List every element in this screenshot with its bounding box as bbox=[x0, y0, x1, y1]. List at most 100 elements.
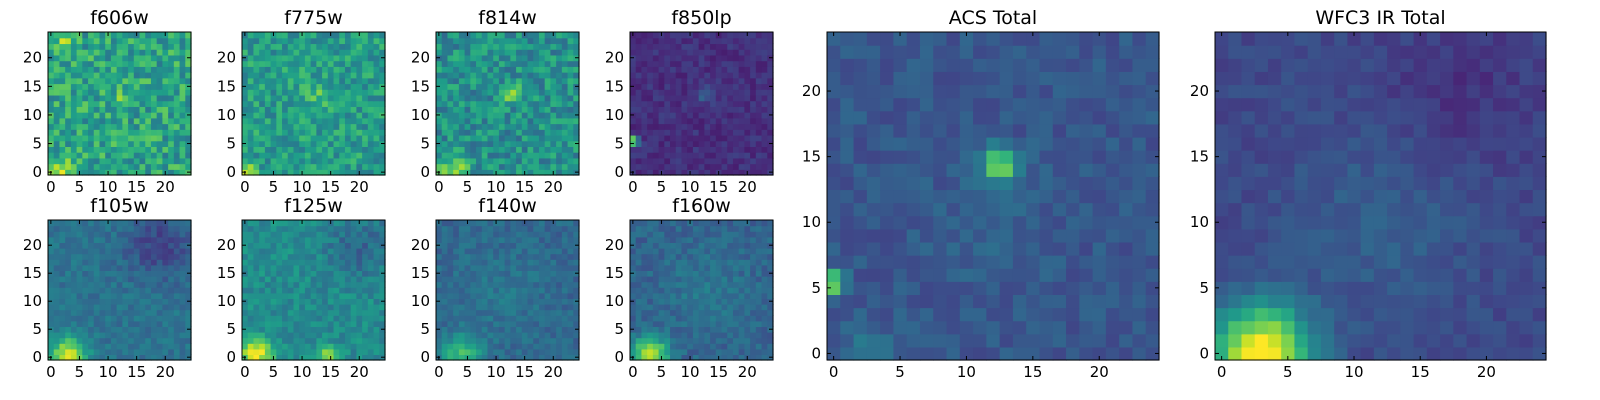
x-tick-label: 0 bbox=[434, 178, 444, 196]
heatmap-cell bbox=[162, 163, 169, 170]
heatmap-cell bbox=[715, 152, 723, 159]
heatmap-cell bbox=[727, 337, 734, 344]
heatmap-cell bbox=[162, 315, 169, 322]
heatmap-cell bbox=[299, 231, 306, 238]
heatmap-cell bbox=[270, 43, 277, 50]
heatmap-cell bbox=[704, 117, 711, 125]
heatmap-cell bbox=[670, 163, 677, 170]
heatmap-cell bbox=[664, 117, 671, 125]
heatmap-cell bbox=[738, 309, 745, 316]
heatmap-cell bbox=[755, 112, 763, 119]
heatmap-cell bbox=[727, 72, 734, 79]
heatmap-cell bbox=[327, 152, 335, 159]
heatmap-cell bbox=[133, 281, 141, 288]
heatmap-cell bbox=[82, 298, 89, 305]
heatmap-cell bbox=[476, 83, 483, 90]
heatmap-cell bbox=[333, 320, 340, 327]
heatmap-cell bbox=[664, 281, 671, 288]
heatmap-cell bbox=[185, 146, 192, 153]
heatmap-cell bbox=[259, 276, 266, 283]
heatmap-cell bbox=[510, 270, 517, 277]
heatmap-cell bbox=[264, 163, 272, 170]
heatmap-cell bbox=[128, 94, 135, 102]
heatmap-cell bbox=[504, 83, 511, 90]
heatmap-cell bbox=[681, 94, 688, 102]
heatmap-cell bbox=[110, 287, 118, 294]
heatmap-cell bbox=[487, 54, 494, 62]
heatmap-cell bbox=[282, 112, 289, 119]
heatmap-cell bbox=[293, 332, 300, 339]
heatmap-cell bbox=[93, 37, 101, 45]
heatmap-cell bbox=[556, 89, 563, 96]
heatmap-cell bbox=[732, 37, 740, 45]
heatmap-cell bbox=[573, 231, 580, 238]
heatmap-cell bbox=[367, 54, 375, 62]
heatmap-cell bbox=[567, 253, 574, 260]
heatmap-cell bbox=[458, 320, 466, 327]
heatmap-cell bbox=[533, 354, 540, 361]
heatmap-cell bbox=[493, 248, 500, 255]
heatmap-cell bbox=[316, 326, 323, 333]
heatmap-cell bbox=[122, 100, 129, 107]
heatmap-cell bbox=[533, 32, 540, 39]
heatmap-cell bbox=[664, 123, 671, 130]
heatmap-cell bbox=[721, 129, 728, 136]
heatmap-cell bbox=[122, 276, 129, 283]
heatmap-cell bbox=[538, 77, 546, 85]
heatmap-cell bbox=[681, 326, 688, 333]
heatmap-cell bbox=[356, 66, 363, 73]
heatmap-cell bbox=[715, 292, 723, 299]
heatmap-cell bbox=[458, 248, 466, 255]
heatmap-cell bbox=[436, 117, 443, 125]
heatmap-cell bbox=[156, 231, 163, 238]
heatmap-cell bbox=[481, 66, 489, 73]
heatmap-cell bbox=[510, 236, 517, 243]
heatmap-cell bbox=[253, 83, 260, 90]
heatmap-cell bbox=[750, 60, 757, 67]
heatmap-cell bbox=[538, 292, 546, 299]
heatmap-cell bbox=[373, 292, 380, 299]
heatmap-cell bbox=[767, 43, 774, 50]
heatmap-cell bbox=[116, 354, 123, 361]
heatmap-cell bbox=[156, 43, 163, 50]
heatmap-cell bbox=[282, 326, 289, 333]
heatmap-cell bbox=[738, 304, 745, 311]
heatmap-cell bbox=[538, 32, 546, 39]
heatmap-cell bbox=[327, 292, 335, 299]
heatmap-cell bbox=[544, 231, 551, 238]
heatmap-cell bbox=[761, 66, 768, 73]
heatmap-cell bbox=[282, 83, 289, 90]
heatmap-cell bbox=[53, 236, 61, 243]
heatmap-cell bbox=[487, 37, 494, 45]
heatmap-cell bbox=[287, 89, 295, 96]
heatmap-cell bbox=[516, 259, 523, 266]
heatmap-cell bbox=[681, 304, 688, 311]
heatmap-cell bbox=[373, 146, 380, 153]
heatmap-cell bbox=[88, 66, 95, 73]
heatmap-cell bbox=[464, 253, 471, 260]
heatmap-cell bbox=[447, 60, 454, 67]
heatmap-cell bbox=[715, 54, 723, 62]
heatmap-cell bbox=[698, 112, 705, 119]
heatmap-cell bbox=[527, 304, 534, 311]
heatmap-cell bbox=[715, 49, 723, 56]
heatmap-cell bbox=[493, 242, 500, 249]
heatmap-cell bbox=[732, 348, 740, 355]
heatmap-cell bbox=[162, 225, 169, 232]
heatmap-cell bbox=[710, 169, 717, 176]
heatmap-cell bbox=[487, 242, 494, 249]
heatmap-cell bbox=[350, 270, 357, 277]
heatmap-cell bbox=[436, 106, 443, 113]
heatmap-cell bbox=[168, 163, 175, 170]
heatmap-cell bbox=[179, 100, 186, 107]
heatmap-cell bbox=[65, 253, 72, 260]
heatmap-cell bbox=[173, 304, 181, 311]
axes-frame bbox=[47, 31, 192, 176]
heatmap-cell bbox=[350, 152, 357, 159]
heatmap-cell bbox=[635, 112, 643, 119]
heatmap-cell bbox=[150, 281, 158, 288]
heatmap-cell bbox=[276, 337, 283, 344]
heatmap-cell bbox=[344, 348, 352, 355]
